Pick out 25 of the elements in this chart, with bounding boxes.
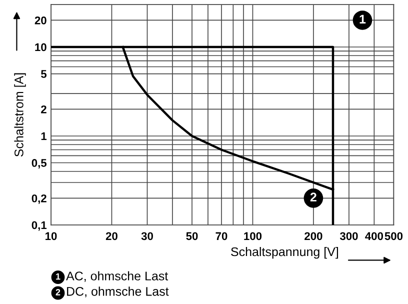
text: 1 xyxy=(56,273,60,280)
x-axis-title: Schaltspannung [V] xyxy=(231,247,338,259)
y-tick-label: 10 xyxy=(35,43,46,52)
annotation: 1 xyxy=(360,14,366,24)
legend-label: AC, ohmsche Last xyxy=(66,271,168,282)
y-tick-label: 2 xyxy=(41,105,46,114)
y-axis-title: Schaltstrom [A] xyxy=(14,73,26,157)
y-tick-label: 0,2 xyxy=(32,194,46,204)
x-tick-label: 500 xyxy=(384,232,403,240)
x-tick-label: 20 xyxy=(106,232,118,240)
x-tick-label: 50 xyxy=(186,232,198,240)
annotation: 2 xyxy=(310,192,316,202)
y-tick-label: 1 xyxy=(41,132,47,140)
x-tick-label: 70 xyxy=(216,232,228,240)
legend-label: DC, ohmsche Last xyxy=(67,286,169,298)
x-tick-label: 30 xyxy=(141,232,153,240)
y-tick-label: 0,1 xyxy=(32,221,47,231)
x-tick-label: 100 xyxy=(244,232,262,240)
x-tick-label: 300 xyxy=(340,232,358,240)
y-tick-label: 5 xyxy=(40,70,47,78)
y-tick-label: 20 xyxy=(34,16,46,24)
x-tick-label: 400 xyxy=(365,232,383,240)
y-tick-label: 0,5 xyxy=(32,159,47,169)
text: 2 xyxy=(56,289,60,296)
x-tick-label: 200 xyxy=(304,232,322,240)
